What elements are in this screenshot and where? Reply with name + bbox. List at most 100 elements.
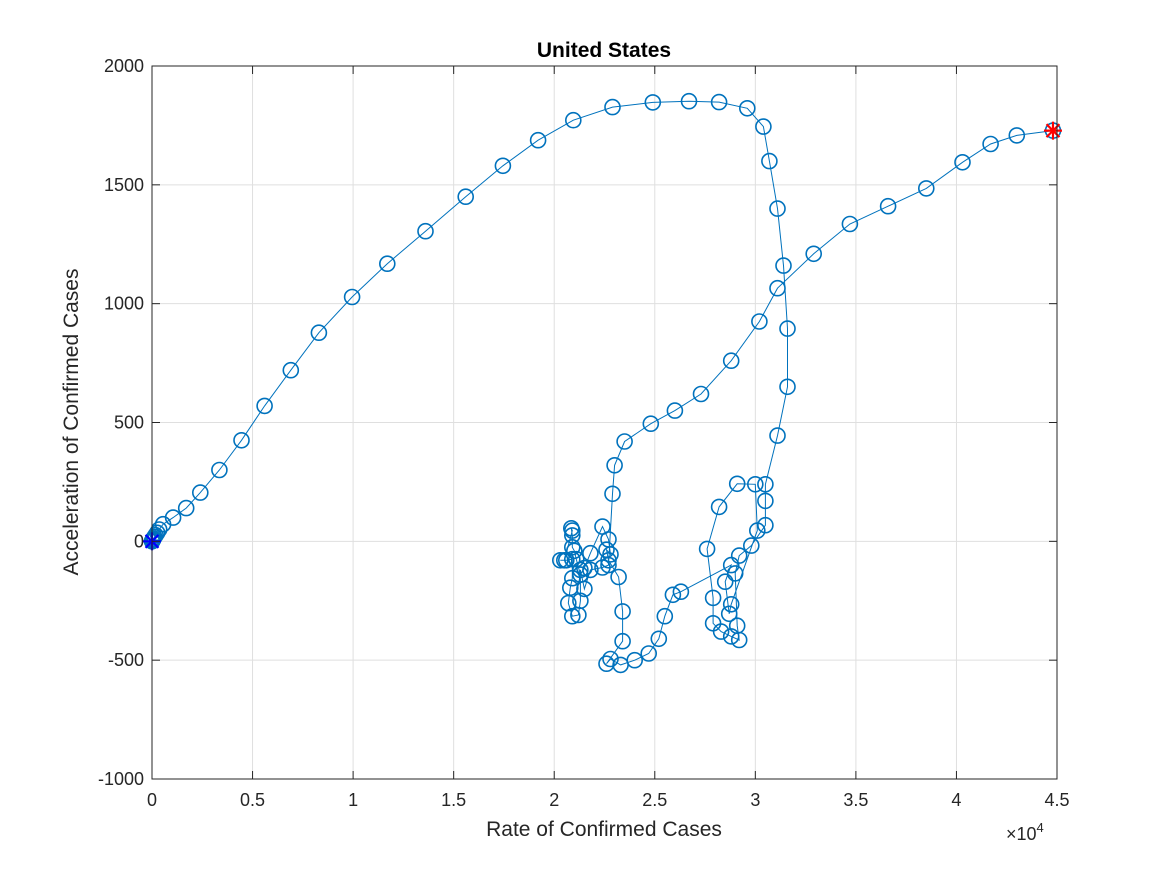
- data-point: [606, 456, 623, 474]
- y-tick-label: 1500: [104, 175, 144, 195]
- y-tick-label: 2000: [104, 56, 144, 76]
- data-point: [564, 111, 582, 129]
- data-point: [600, 556, 617, 574]
- data-point: [757, 492, 774, 510]
- data-point: [211, 461, 228, 479]
- y-axis-label: Acceleration of Confirmed Cases: [60, 269, 83, 576]
- data-point: [563, 527, 581, 544]
- data-point: [726, 565, 744, 582]
- data-point: [614, 603, 631, 620]
- data-point: [529, 131, 547, 149]
- x-axis-exponent: ×104: [1006, 820, 1044, 844]
- data-point: [742, 537, 760, 554]
- data-point: [650, 630, 668, 648]
- data-point: [343, 288, 361, 306]
- x-exponent-power: 4: [1037, 820, 1044, 835]
- data-point: [757, 475, 774, 493]
- data-point: [594, 518, 611, 535]
- data-point: [572, 561, 589, 579]
- data-point: [917, 180, 935, 197]
- data-point: [728, 475, 746, 493]
- data-point: [775, 257, 792, 274]
- data-point: [738, 100, 756, 117]
- y-tick-label: 500: [114, 413, 144, 433]
- data-point: [598, 655, 615, 673]
- data-point: [612, 656, 629, 674]
- data-point: [567, 550, 585, 568]
- data-point: [642, 415, 660, 433]
- data-point: [710, 498, 728, 516]
- data-point: [879, 197, 897, 215]
- data-point: [710, 93, 728, 111]
- data-point: [563, 550, 581, 568]
- data-point: [751, 313, 768, 330]
- data-point: [779, 320, 796, 337]
- data-point: [604, 485, 621, 503]
- x-tick-label: 3.5: [843, 790, 868, 810]
- data-point: [748, 522, 766, 539]
- data-point: [722, 628, 740, 645]
- data-point: [692, 385, 710, 403]
- data-point: [666, 402, 684, 419]
- x-tick-label: 4: [951, 790, 961, 810]
- data-point: [233, 431, 250, 449]
- data-point: [282, 361, 300, 379]
- data-point: [704, 614, 722, 632]
- x-tick-label: 1.5: [441, 790, 466, 810]
- data-point: [417, 222, 434, 240]
- x-tick-label: 2.5: [642, 790, 667, 810]
- chart-title: United States: [537, 39, 671, 62]
- data-point: [644, 94, 662, 111]
- end-marker: [1043, 121, 1062, 140]
- data-point: [610, 568, 627, 586]
- y-tick-label: 0: [134, 531, 144, 551]
- data-point: [982, 135, 999, 153]
- data-point: [769, 200, 786, 217]
- data-point: [769, 279, 786, 297]
- data-point: [582, 544, 599, 562]
- data-point: [572, 592, 589, 610]
- data-point: [761, 152, 778, 170]
- data-point: [704, 589, 722, 607]
- data-point: [755, 118, 772, 135]
- data-point: [563, 607, 581, 625]
- data-point: [805, 245, 823, 263]
- data-point: [310, 324, 328, 342]
- data-point: [614, 632, 631, 650]
- data-point: [722, 595, 740, 613]
- data-point: [616, 433, 633, 450]
- data-point: [656, 607, 674, 625]
- data-point: [698, 540, 716, 558]
- ticks: 0 0.5 1 1.5 2 2.5 3 3.5 4 4.5 -1000 -500 0 500 1000 150…: [98, 56, 1070, 810]
- x-tick-label: 1: [348, 790, 358, 810]
- data-point: [954, 154, 971, 171]
- data-point: [582, 561, 599, 579]
- y-tick-label: -1000: [98, 769, 144, 789]
- x-tick-label: 2: [549, 790, 559, 810]
- data-point: [563, 522, 581, 539]
- data-point: [664, 586, 682, 604]
- data-point: [841, 215, 859, 233]
- data-point: [1008, 127, 1026, 144]
- data-point: [779, 378, 796, 396]
- data-point: [680, 92, 698, 110]
- data-series: [143, 92, 1062, 674]
- data-point: [769, 427, 786, 444]
- data-point: [164, 509, 182, 526]
- data-point: [494, 157, 512, 175]
- endpoint-markers: [143, 121, 1062, 551]
- data-point: [177, 499, 195, 517]
- data-point: [757, 516, 774, 534]
- data-point: [746, 475, 764, 493]
- data-point: [730, 631, 748, 649]
- data-point: [604, 98, 621, 116]
- data-point: [576, 580, 593, 598]
- data-point: [378, 255, 396, 273]
- data-point: [192, 484, 209, 501]
- x-tick-label: 0.5: [240, 790, 265, 810]
- data-point: [722, 352, 740, 370]
- x-exponent-base: ×10: [1006, 824, 1037, 844]
- x-tick-label: 0: [147, 790, 157, 810]
- data-point: [457, 188, 475, 205]
